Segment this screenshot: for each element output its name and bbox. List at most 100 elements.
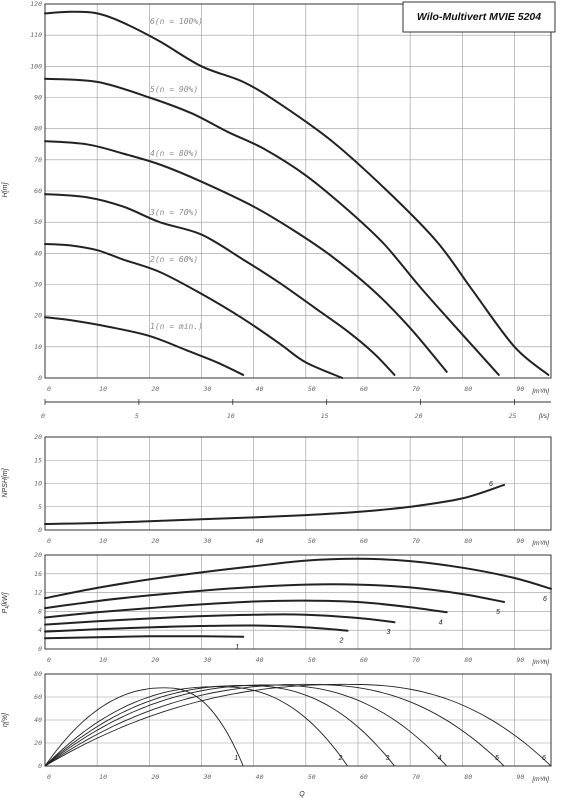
npsh-curve-label: 6: [489, 481, 493, 488]
y-tick-label: 0: [38, 645, 42, 653]
x-tick-label: 80: [464, 773, 472, 781]
head-chart: 0 10 20 30 40 50 60 70 80 90 0 10 20 30 40 50 60 70 80 90 10…: [2, 0, 552, 395]
x-tick-label: 90: [516, 537, 524, 545]
ls-tick-label: 25: [509, 412, 517, 420]
eff-curve-label: 2: [338, 755, 343, 762]
q-axis-label: Q: [299, 791, 305, 798]
eff-curve-label: 1: [234, 755, 238, 762]
x-tick-label: 0: [47, 537, 51, 545]
y-tick-label: 90: [34, 94, 42, 102]
npsh-chart: 0 10 20 30 40 50 60 70 80 90 0 5 10 15 20 [m³/h] NPSH[m]…: [2, 433, 552, 547]
y-tick-label: 8: [38, 607, 42, 615]
head-curve-label: 2(n = 60%): [150, 255, 198, 264]
x-tick-label: 60: [360, 656, 368, 664]
y-tick-label: 10: [34, 343, 42, 351]
x-tick-label: 20: [151, 385, 159, 393]
y-tick-label: 120: [30, 0, 42, 8]
head-curve-label: 1(n = min.): [150, 322, 203, 331]
head-curve-5: [44, 77, 500, 376]
x-tick-label: 30: [202, 656, 211, 664]
y-axis-label: η[%]: [2, 712, 9, 727]
y-axis-label: P₁[kW]: [2, 592, 9, 614]
y-tick-label: 110: [30, 31, 42, 39]
x-tick-label: 80: [464, 537, 472, 545]
x-tick-label: 90: [516, 385, 524, 393]
x-tick-label: 50: [308, 385, 316, 393]
y-tick-label: 4: [38, 626, 42, 634]
ls-tick-label: 20: [415, 412, 423, 420]
plot-frame: [44, 554, 552, 650]
head-curve-label: 4(n = 80%): [150, 149, 198, 158]
y-tick-label: 20: [34, 433, 42, 441]
y-tick-label: 60: [34, 693, 42, 701]
plot-frame: [44, 436, 552, 531]
chart-title: Wilo-Multivert MVIE 5204: [417, 11, 541, 23]
npsh-curve: [44, 483, 506, 525]
eff-curve-2: [44, 686, 348, 767]
y-tick-label: 16: [34, 570, 42, 578]
x-tick-label: 70: [412, 656, 420, 664]
head-curve-4: [44, 140, 448, 373]
x-tick-label: 10: [99, 773, 107, 781]
x-tick-label: 0: [47, 656, 51, 664]
head-curve-6: [44, 10, 550, 376]
eff-curve-label: 3: [386, 755, 390, 762]
flow-ls-axis: 0 5 10 15 20 25 [l/s]: [41, 399, 551, 420]
x-unit-label: [m³/h]: [531, 659, 549, 666]
power-curve-label: 4: [439, 619, 443, 626]
x-tick-label: 90: [516, 656, 524, 664]
x-tick-label: 30: [202, 385, 211, 393]
y-tick-label: 20: [34, 739, 42, 747]
power-curve-label: 2: [339, 638, 344, 645]
eff-curve-5: [44, 683, 505, 767]
ls-tick-label: 15: [321, 412, 329, 420]
x-tick-label: 20: [151, 773, 159, 781]
head-curve-1: [44, 316, 245, 376]
power-curve-4: [44, 599, 448, 619]
x-tick-label: 0: [47, 773, 51, 781]
x-tick-label: 10: [99, 385, 107, 393]
power-curve-3: [44, 613, 396, 626]
x-tick-label: 60: [360, 385, 368, 393]
eff-curve-label: 4: [438, 755, 442, 762]
eff-curve-4: [44, 684, 448, 767]
x-tick-label: 70: [412, 385, 420, 393]
head-curve-3: [44, 193, 396, 376]
x-tick-label: 10: [99, 656, 107, 664]
power-curve-label: 3: [387, 629, 391, 636]
eff-curve-label: 6: [542, 755, 546, 762]
x-tick-label: 70: [412, 773, 420, 781]
y-tick-label: 30: [33, 281, 42, 289]
head-curve-2: [44, 243, 344, 379]
y-axis-label: NPSH[m]: [2, 467, 9, 497]
power-curve-6: [44, 557, 552, 600]
x-tick-label: 70: [412, 537, 420, 545]
plot-frame: [44, 673, 552, 767]
x-tick-label: 20: [151, 537, 159, 545]
x-tick-label: 30: [202, 537, 211, 545]
x-unit-label: [m³/h]: [531, 776, 549, 783]
eff-curve-1: [44, 687, 244, 767]
x-tick-label: 0: [47, 385, 51, 393]
y-tick-label: 70: [34, 156, 42, 164]
head-curve-label: 3(n = 70%): [149, 208, 198, 217]
eff-curve-6: [44, 683, 552, 767]
x-tick-label: 50: [308, 773, 316, 781]
y-tick-label: 80: [34, 670, 42, 678]
power-curve-label: 5: [496, 609, 500, 616]
y-tick-label: 5: [38, 503, 42, 511]
y-axis-label: H[m]: [2, 182, 9, 198]
eff-curve-3: [44, 685, 395, 767]
x-tick-label: 50: [308, 537, 316, 545]
y-tick-label: 100: [30, 62, 42, 70]
x-tick-label: 20: [151, 656, 159, 664]
y-tick-label: 0: [38, 762, 42, 770]
power-curve-2: [44, 624, 349, 633]
ls-tick-label: 5: [135, 412, 139, 420]
power-chart: 0 10 20 30 40 50 60 70 80 90048121620[m³/h]P₁[kW]…: [2, 551, 552, 666]
grid: [45, 3, 551, 378]
x-tick-label: 10: [99, 537, 107, 545]
y-tick-label: 15: [34, 456, 42, 464]
power-curve-label: 1: [235, 644, 239, 651]
grid: [45, 673, 551, 766]
